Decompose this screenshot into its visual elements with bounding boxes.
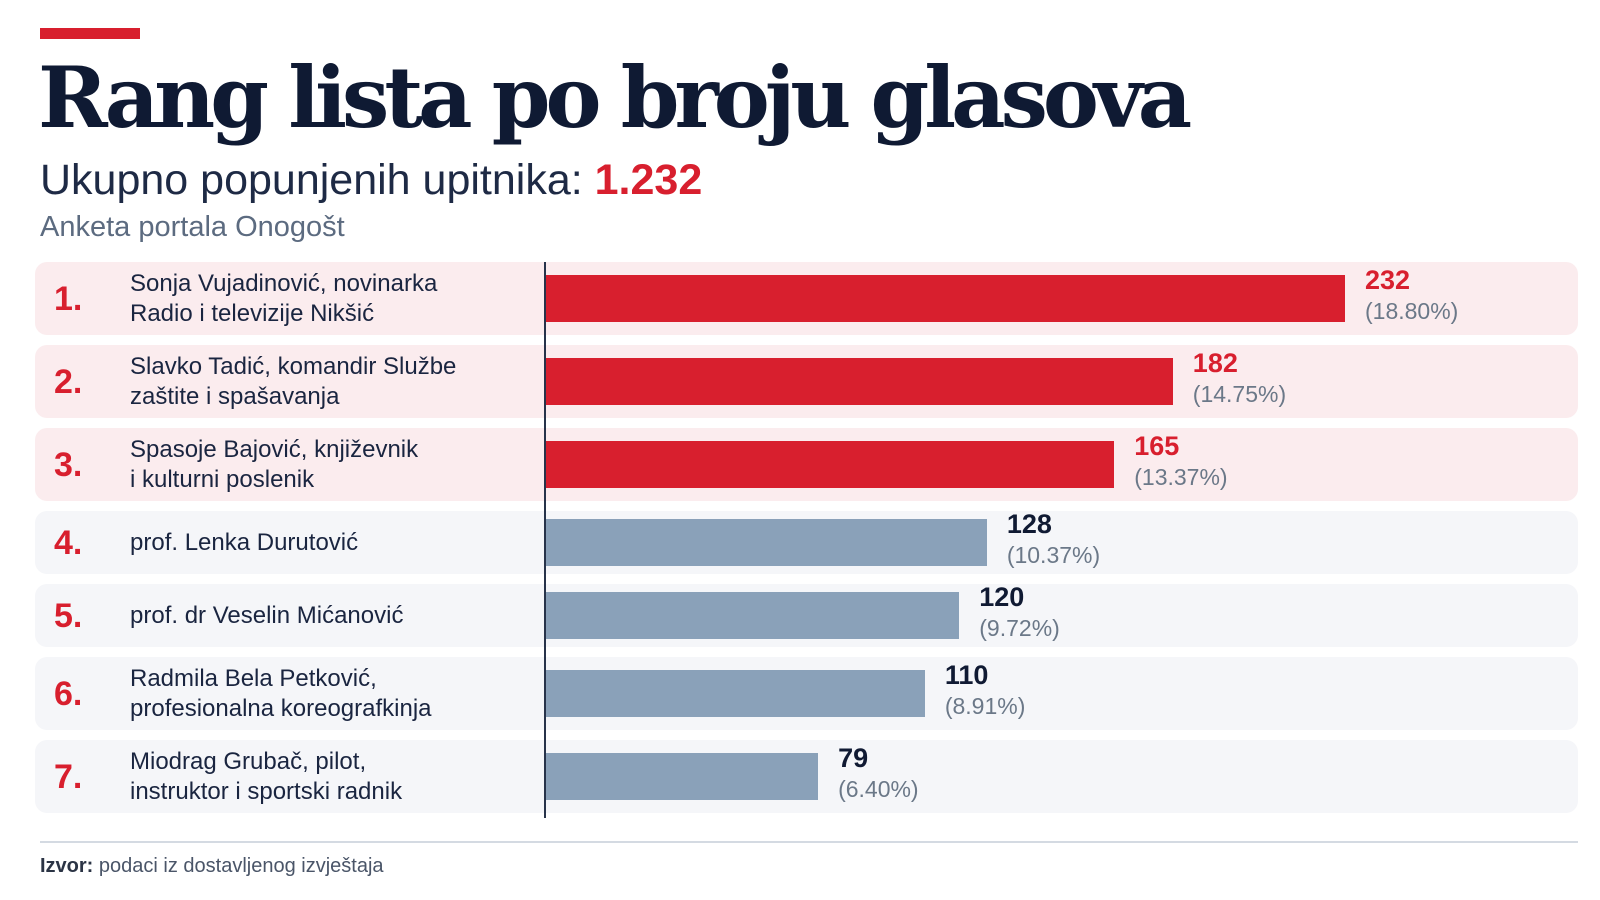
bar-4 [546,519,987,566]
bar-6 [546,670,925,717]
percent-label-3: (13.37%) [1134,464,1228,490]
percent-label-7: (6.40%) [838,776,919,802]
rank-label-5: 5. [54,596,83,635]
footer-divider [40,841,1578,843]
value-label-6: 110 [944,660,989,690]
footer-text: podaci iz dostavljenog izvještaja [98,855,384,877]
rank-label-2: 2. [54,362,83,401]
value-label-5: 120 [979,582,1025,612]
chart-axis-line [544,262,546,818]
accent-stripe [40,28,140,39]
percent-label-4: (10.37%) [1006,542,1101,568]
percent-label-1: (18.80%) [1365,298,1459,324]
candidate-name-3: Spasoje Bajović, književnik i kulturni po… [130,435,419,493]
total-count: 1.232 [594,156,703,204]
rank-label-1: 1. [54,279,83,318]
rank-label-3: 3. [54,445,83,484]
bar-1 [546,275,1345,322]
candidate-name-6: Radmila Bela Petković, profesionalna kore… [130,664,432,722]
value-label-1: 232 [1365,265,1411,295]
footer-source: Izvor: podaci iz dostavljenog izvještaja [40,853,384,879]
percent-label-2: (14.75%) [1192,381,1287,407]
candidate-name-5: prof. dr Veselin Mićanović [130,601,404,629]
value-label-7: 79 [838,743,869,773]
survey-source: Anketa portala Onogošt [40,211,345,243]
rank-label-4: 4. [54,523,83,562]
bar-5 [546,592,960,639]
page-title: Rang lista po broju glasova [38,48,1192,147]
rank-label-6: 6. [54,674,83,713]
value-label-4: 128 [1006,509,1052,539]
percent-label-6: (8.91%) [944,693,1026,719]
footer-label: Izvor: [40,855,94,877]
candidate-name-7: Miodrag Grubač, pilot, instruktor i sport… [130,747,403,805]
subtitle: Ukupno popunjenih upitnika: 1.232 [40,154,702,206]
percent-label-5: (9.72%) [979,615,1060,641]
rank-label-7: 7. [54,757,83,796]
bar-3 [546,441,1115,488]
candidate-name-4: prof. Lenka Durutović [130,528,359,556]
candidate-name-2: Slavko Tadić, komandir Službe zaštite i s… [130,352,457,410]
candidate-name-1: Sonja Vujadinović, novinarka Radio i tele… [130,269,438,327]
value-label-2: 182 [1192,348,1238,378]
subtitle-label: Ukupno popunjenih upitnika: [40,156,583,204]
bar-7 [546,753,819,800]
bar-2 [546,358,1173,405]
value-label-3: 165 [1134,431,1180,461]
